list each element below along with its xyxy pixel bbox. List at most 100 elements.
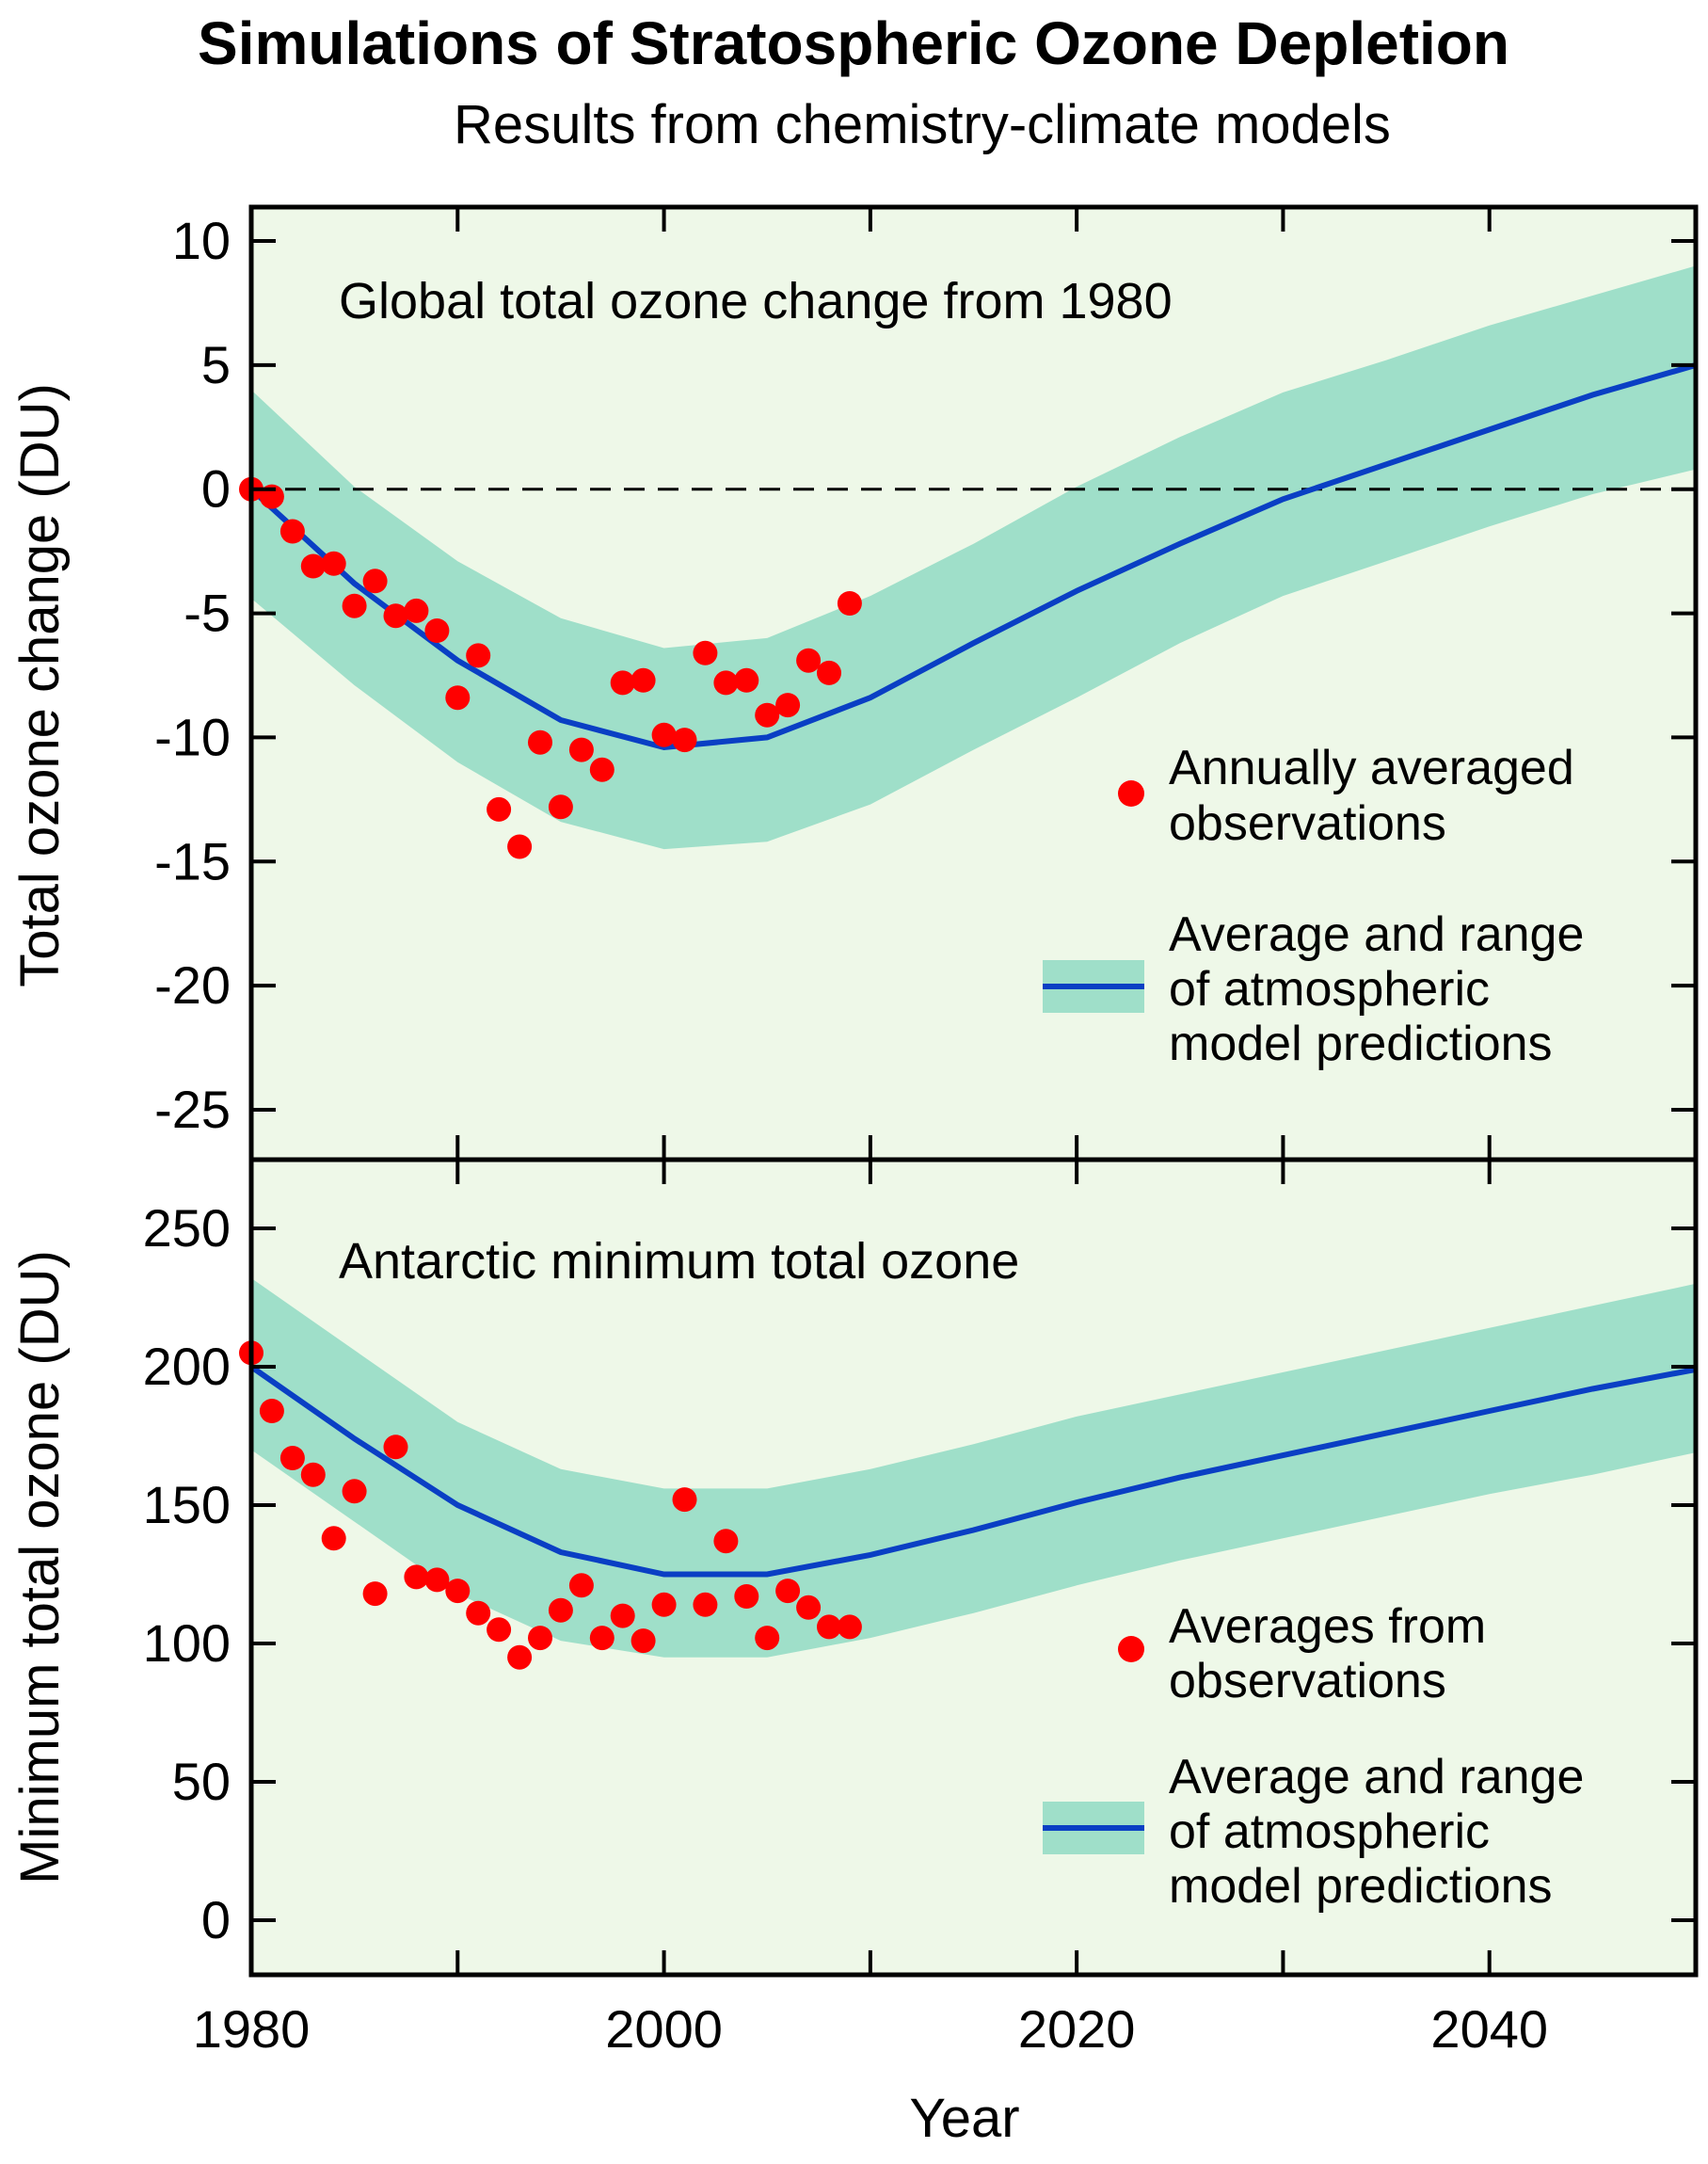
x-tick-label: 2040 <box>1430 1999 1548 2059</box>
top-legend-obs-line2: observations <box>1169 796 1446 851</box>
observation-point <box>362 569 388 594</box>
observation-point <box>321 551 346 576</box>
observation-point <box>424 1567 450 1593</box>
observation-point <box>693 640 718 665</box>
top-legend-obs-line1: Annually averaged <box>1169 741 1574 795</box>
observation-point <box>837 1614 862 1640</box>
observation-point <box>734 1584 759 1609</box>
observation-point <box>817 660 841 685</box>
observation-point <box>507 834 533 859</box>
observation-point <box>589 1626 615 1651</box>
observation-point <box>610 670 635 696</box>
top-legend-observation-marker <box>1118 780 1144 807</box>
top-y-axis-ticks: 10 5 0 -5 -10 -15 -20 -25 <box>154 211 1696 1139</box>
y-tick-label: 5 <box>201 335 231 394</box>
observation-point <box>631 1628 656 1654</box>
observation-point <box>548 794 573 820</box>
y-tick-label: 250 <box>143 1198 231 1258</box>
top-model-average-line <box>248 362 1697 751</box>
y-tick-label: 200 <box>143 1337 231 1396</box>
bottom-y-axis-label: Minimum total ozone (DU) <box>9 1250 71 1884</box>
observation-point <box>734 667 759 693</box>
bottom-legend-model-line3: model predictions <box>1169 1859 1553 1914</box>
observation-point <box>817 1614 841 1640</box>
observation-point <box>631 667 656 693</box>
x-tick-label: 2020 <box>1018 1999 1136 2059</box>
y-tick-label: -25 <box>154 1080 231 1139</box>
observation-point <box>342 593 367 618</box>
top-y-axis-label: Total ozone change (DU) <box>9 383 71 987</box>
chart-title: Simulations of Stratospheric Ozone Deple… <box>198 9 1509 77</box>
observation-point <box>528 1626 552 1651</box>
bottom-model-average-line <box>249 1364 1697 1578</box>
bottom-panel: 250 200 150 100 50 0 Antarctic minimum total … <box>143 1198 1697 1949</box>
observation-point <box>445 1579 471 1604</box>
bottom-legend-model-line2: of atmospheric <box>1169 1804 1490 1859</box>
y-tick-label: 100 <box>143 1613 231 1673</box>
x-axis-label: Year <box>909 2088 1019 2149</box>
bottom-observation-points <box>239 1340 862 1670</box>
observation-point <box>528 729 552 755</box>
observation-point <box>362 1581 388 1607</box>
observation-point <box>672 728 697 753</box>
observation-point <box>568 737 594 762</box>
bottom-y-axis-ticks: 250 200 150 100 50 0 <box>143 1198 1696 1949</box>
top-legend-model-line3: model predictions <box>1169 1017 1553 1071</box>
y-tick-label: -20 <box>154 955 231 1015</box>
observation-point <box>693 1592 718 1617</box>
observation-point <box>610 1603 635 1628</box>
top-legend-model-line1: Average and range <box>1169 907 1584 962</box>
x-tick-label: 1980 <box>193 1999 311 2059</box>
observation-point <box>713 670 739 696</box>
y-tick-label: -10 <box>154 707 231 766</box>
observation-point <box>548 1597 573 1623</box>
observation-point <box>342 1479 367 1504</box>
observation-point <box>404 1564 429 1590</box>
observation-point <box>755 702 780 728</box>
y-tick-label: 150 <box>143 1475 231 1534</box>
observation-point <box>279 519 305 544</box>
observation-point <box>487 1617 512 1643</box>
bottom-legend-obs-line1: Averages from <box>1169 1599 1486 1654</box>
y-tick-label: -5 <box>184 584 231 643</box>
observation-point <box>383 603 408 629</box>
observation-point <box>321 1526 346 1551</box>
top-legend: Annually averaged observations Average a… <box>1043 741 1584 1071</box>
observation-point <box>796 1595 822 1620</box>
bottom-legend-observation-marker <box>1118 1636 1144 1662</box>
observation-point <box>589 757 615 782</box>
top-panel: 10 5 0 -5 -10 -15 -20 -25 Global total ozone ch… <box>154 211 1697 1139</box>
y-tick-label: 10 <box>172 211 231 270</box>
observation-point <box>672 1487 697 1513</box>
observation-point <box>300 553 326 579</box>
observation-point <box>445 685 471 711</box>
bottom-legend: Averages from observations Average and r… <box>1043 1599 1584 1914</box>
observation-point <box>713 1529 739 1554</box>
observation-point <box>568 1573 594 1598</box>
observation-point <box>279 1446 305 1470</box>
observation-point <box>651 1592 677 1617</box>
observation-point <box>837 591 862 616</box>
observation-point <box>651 722 677 747</box>
top-legend-model-line2: of atmospheric <box>1169 962 1490 1017</box>
observation-point <box>755 1626 780 1651</box>
x-tick-label: 2000 <box>605 1999 723 2059</box>
chart-subtitle: Results from chemistry-climate models <box>454 94 1391 155</box>
observation-point <box>775 1579 801 1604</box>
y-tick-label: 0 <box>201 1890 231 1949</box>
y-tick-label: 50 <box>172 1752 231 1811</box>
top-panel-title: Global total ozone change from 1980 <box>339 273 1173 329</box>
chart-frame <box>248 204 1699 1978</box>
y-tick-label: -15 <box>154 831 231 890</box>
observation-point <box>424 618 450 643</box>
observation-point <box>259 1399 284 1423</box>
bottom-legend-obs-line2: observations <box>1169 1654 1446 1708</box>
y-tick-label: 0 <box>201 459 231 519</box>
observation-point <box>775 693 801 718</box>
x-axis-ticks: 1980 2000 2020 2040 <box>193 207 1698 2059</box>
observation-point <box>796 648 822 673</box>
observation-point <box>383 1435 408 1460</box>
observation-point <box>507 1644 533 1670</box>
observation-point <box>466 643 491 668</box>
